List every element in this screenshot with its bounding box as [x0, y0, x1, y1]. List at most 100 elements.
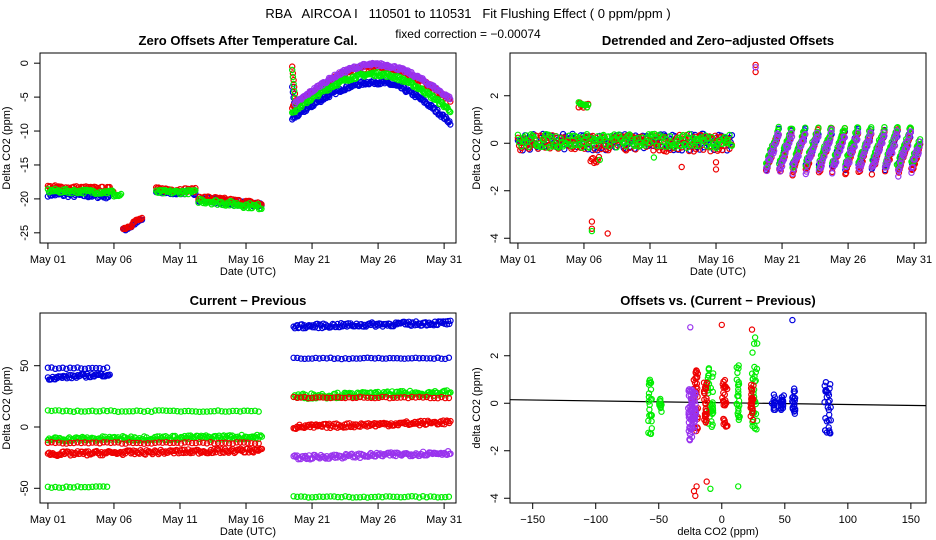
series-red: [689, 321, 757, 500]
data-point: [713, 144, 720, 152]
data-point: [883, 163, 890, 171]
data-point: [74, 483, 81, 490]
data-point: [393, 355, 401, 362]
data-point: [708, 133, 715, 141]
data-point: [55, 439, 63, 446]
data-point: [207, 439, 214, 446]
data-point: [423, 355, 430, 362]
data-point: [751, 363, 758, 371]
data-point: [833, 158, 840, 166]
data-point: [89, 439, 96, 446]
data-point: [248, 440, 255, 447]
data-point: [735, 365, 742, 372]
data-point: [735, 416, 743, 423]
data-point: [92, 408, 100, 415]
data-point: [390, 493, 397, 500]
data-point: [100, 407, 107, 414]
data-point: [170, 439, 177, 446]
data-point: [89, 483, 96, 490]
data-point: [754, 340, 761, 347]
data-point: [316, 394, 323, 401]
data-point: [59, 484, 66, 491]
data-point: [290, 393, 297, 401]
x-tick-label: May 16: [228, 514, 264, 526]
data-point: [753, 426, 760, 433]
data-point: [66, 364, 74, 371]
data-point: [705, 365, 713, 372]
y-tick-label: -10: [19, 123, 31, 139]
data-point: [52, 483, 59, 491]
data-point: [423, 494, 430, 501]
data-point: [819, 156, 827, 163]
y-axis-label: Delta CO2 (ppm): [1, 366, 13, 449]
data-point: [747, 385, 755, 392]
data-point: [593, 142, 600, 149]
data-point: [290, 354, 297, 361]
y-tick-label: -25: [19, 225, 31, 241]
data-point: [85, 365, 92, 372]
data-point: [749, 397, 756, 405]
data-point: [70, 365, 78, 372]
data-point: [77, 365, 85, 372]
data-point: [770, 391, 778, 398]
data-point: [70, 408, 78, 415]
data-point: [118, 440, 126, 447]
data-point: [894, 133, 901, 140]
data-point: [291, 83, 298, 91]
y-tick-label: 50: [19, 360, 31, 372]
data-point: [870, 160, 878, 168]
data-point: [434, 354, 441, 361]
series-red: [44, 393, 454, 459]
data-point: [707, 147, 714, 155]
data-point: [137, 216, 144, 223]
data-point: [770, 147, 778, 155]
y-tick-label: 2: [489, 353, 501, 359]
plot-frame: [39, 312, 457, 504]
data-point: [427, 493, 434, 500]
series-purple: [290, 448, 454, 463]
data-point: [666, 132, 674, 140]
data-point: [155, 407, 163, 414]
data-point: [692, 390, 699, 398]
data-point: [430, 355, 438, 362]
data-point: [70, 439, 78, 447]
series-purple: [752, 64, 924, 180]
data-point: [788, 125, 796, 133]
data-point: [401, 394, 408, 401]
data-point: [693, 483, 700, 490]
data-point: [751, 334, 759, 341]
data-point: [233, 439, 240, 446]
y-tick-label: -4: [489, 233, 501, 243]
data-point: [163, 407, 170, 414]
data-point: [650, 154, 658, 161]
data-point: [856, 165, 864, 173]
data-point: [446, 320, 453, 328]
data-point: [166, 439, 174, 447]
data-point: [356, 393, 364, 401]
data-point: [368, 493, 375, 501]
data-point: [618, 135, 625, 142]
data-point: [382, 355, 390, 362]
data-point: [900, 152, 907, 160]
data-point: [48, 439, 55, 446]
data-point: [240, 439, 248, 446]
data-point: [588, 227, 596, 235]
series-purple: [685, 324, 700, 444]
data-point: [748, 326, 756, 333]
data-point: [244, 407, 251, 414]
data-point: [290, 493, 297, 500]
data-point: [800, 137, 808, 145]
data-point: [827, 136, 834, 143]
data-point: [678, 163, 685, 171]
data-point: [207, 408, 214, 415]
data-point: [312, 354, 319, 362]
data-point: [893, 127, 901, 134]
data-point: [107, 407, 115, 414]
data-point: [342, 355, 349, 362]
data-point: [724, 385, 731, 393]
data-point: [565, 132, 573, 139]
data-point: [447, 95, 454, 103]
data-point: [894, 123, 901, 131]
x-tick-label: May 21: [764, 254, 800, 266]
data-point: [140, 440, 148, 447]
